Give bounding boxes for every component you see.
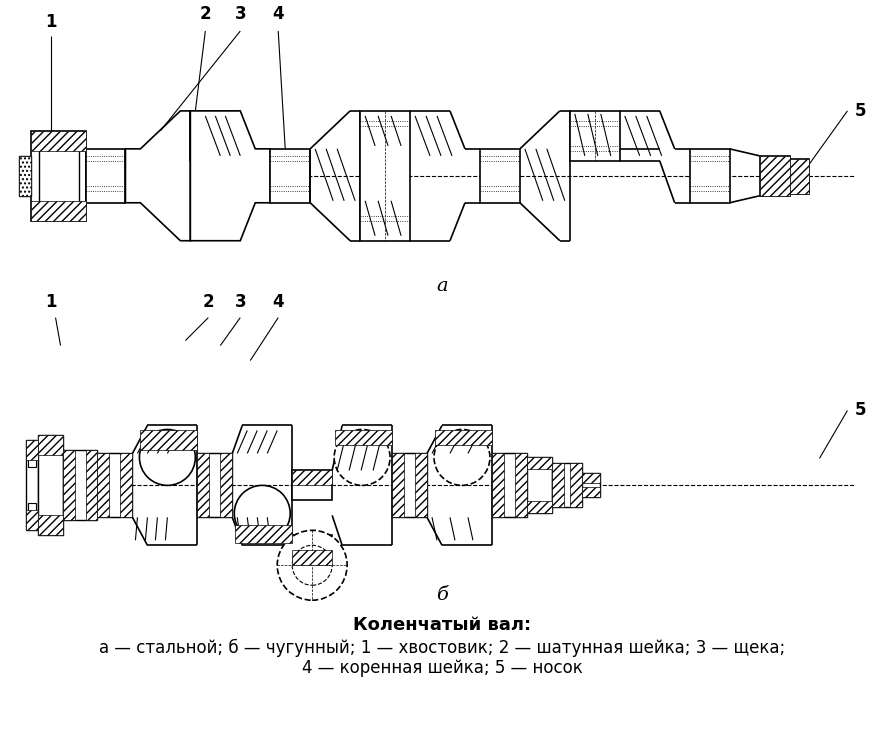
Bar: [197, 453, 210, 517]
Bar: [19, 156, 31, 196]
Bar: [31, 131, 86, 221]
Bar: [582, 487, 599, 498]
Bar: [582, 474, 599, 483]
Bar: [690, 149, 729, 203]
Bar: [360, 111, 410, 241]
Bar: [527, 457, 552, 469]
Bar: [26, 511, 38, 530]
Bar: [480, 149, 520, 203]
Text: Коленчатый вал:: Коленчатый вал:: [353, 616, 531, 634]
Text: а — стальной; б — чугунный; 1 — хвостовик; 2 — шатунная шейка; 3 — щека;: а — стальной; б — чугунный; 1 — хвостови…: [99, 639, 785, 657]
Text: а: а: [436, 276, 448, 294]
Text: 5: 5: [855, 102, 866, 120]
Bar: [19, 156, 31, 196]
Bar: [492, 453, 527, 517]
Circle shape: [140, 429, 195, 486]
Bar: [26, 441, 38, 530]
Text: 4 — коренная шейка; 5 — носок: 4 — коренная шейка; 5 — носок: [301, 659, 583, 677]
Bar: [293, 535, 332, 566]
Bar: [86, 450, 97, 520]
Bar: [63, 450, 74, 520]
Text: б: б: [436, 587, 448, 604]
Circle shape: [293, 545, 332, 585]
Bar: [31, 131, 86, 151]
Bar: [527, 457, 552, 514]
Bar: [514, 453, 527, 517]
Bar: [27, 456, 35, 468]
Text: 1: 1: [45, 13, 57, 31]
Text: 2: 2: [202, 293, 214, 311]
Bar: [293, 471, 332, 486]
Bar: [38, 435, 63, 535]
Bar: [789, 159, 810, 194]
Bar: [789, 159, 810, 194]
Bar: [39, 141, 79, 211]
Text: 3: 3: [234, 5, 246, 23]
Bar: [190, 111, 240, 161]
Bar: [27, 503, 35, 515]
Text: 1: 1: [45, 293, 57, 311]
Bar: [38, 515, 63, 535]
Bar: [759, 156, 789, 196]
Bar: [570, 111, 620, 161]
Text: 3: 3: [234, 293, 246, 311]
Bar: [293, 471, 332, 500]
Bar: [97, 453, 110, 517]
Bar: [415, 453, 427, 517]
Text: 4: 4: [272, 5, 284, 23]
Bar: [435, 431, 492, 446]
Bar: [197, 453, 232, 517]
Text: 2: 2: [200, 5, 211, 23]
Bar: [38, 435, 63, 456]
Bar: [392, 453, 427, 517]
Polygon shape: [190, 111, 271, 241]
Bar: [492, 453, 504, 517]
Bar: [141, 431, 197, 450]
Bar: [120, 453, 133, 517]
Bar: [582, 474, 599, 498]
Bar: [220, 453, 232, 517]
Bar: [86, 149, 126, 203]
Circle shape: [278, 530, 347, 600]
Bar: [552, 463, 564, 508]
Bar: [335, 431, 392, 446]
Bar: [271, 149, 310, 203]
Bar: [759, 156, 789, 196]
Bar: [235, 526, 293, 544]
Bar: [293, 550, 332, 566]
Circle shape: [234, 486, 290, 541]
Bar: [97, 453, 133, 517]
Circle shape: [334, 429, 390, 486]
Bar: [63, 450, 97, 520]
Bar: [570, 463, 582, 508]
Circle shape: [434, 429, 490, 486]
Text: 4: 4: [272, 293, 284, 311]
Bar: [26, 441, 38, 460]
Bar: [31, 201, 86, 221]
Bar: [527, 501, 552, 514]
Text: 5: 5: [855, 401, 866, 419]
Polygon shape: [126, 111, 190, 241]
Bar: [552, 463, 582, 508]
Bar: [392, 453, 404, 517]
